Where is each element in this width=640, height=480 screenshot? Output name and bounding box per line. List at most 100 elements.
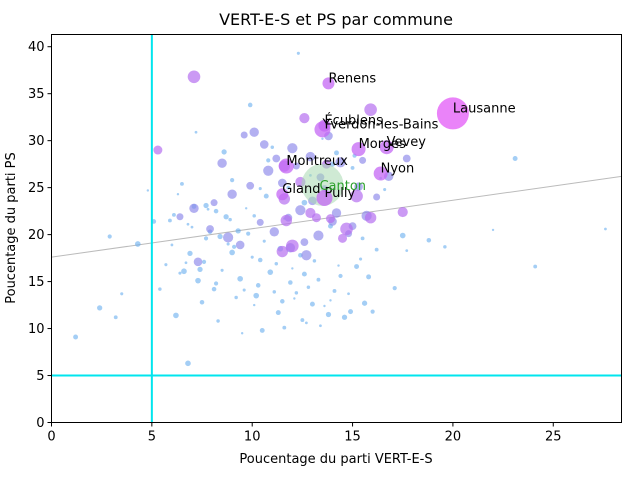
- commune-label: Pully: [324, 186, 355, 201]
- data-point: [359, 257, 363, 261]
- data-point: [237, 275, 243, 282]
- data-point: [259, 140, 269, 149]
- commune-label: Renens: [328, 71, 376, 86]
- data-point: [181, 268, 187, 275]
- commune-label: Gland: [282, 182, 320, 197]
- data-point: [293, 297, 296, 300]
- data-point: [312, 259, 317, 263]
- data-point: [158, 287, 162, 291]
- data-point: [443, 245, 447, 249]
- data-point: [402, 154, 411, 163]
- data-point: [316, 277, 321, 282]
- x-tick-label: 20: [445, 430, 462, 445]
- commune-label: Montreux: [286, 154, 348, 169]
- data-point: [323, 304, 326, 308]
- data-point: [292, 162, 300, 170]
- reference-lines-layer: [51, 34, 622, 423]
- data-point: [256, 218, 264, 226]
- data-point: [274, 261, 279, 266]
- plot-background: [51, 34, 622, 423]
- data-point: [295, 205, 306, 216]
- data-point: [170, 243, 174, 247]
- data-point: [199, 299, 205, 305]
- data-point: [321, 137, 324, 140]
- data-point: [332, 289, 337, 293]
- data-point: [305, 151, 316, 162]
- data-point: [229, 249, 235, 256]
- data-point: [213, 208, 219, 214]
- canton-label: Canton: [319, 179, 366, 194]
- data-point: [300, 318, 305, 323]
- data-point: [329, 299, 332, 302]
- y-tick-label: 10: [28, 322, 45, 337]
- data-point: [146, 189, 150, 192]
- commune-label: Nyon: [381, 162, 415, 177]
- data-point: [313, 230, 324, 241]
- data-point: [176, 213, 184, 221]
- data-point: [240, 332, 244, 335]
- data-point: [193, 257, 203, 267]
- y-tick-label: 0: [36, 416, 44, 431]
- data-point: [350, 165, 355, 170]
- data-point: [259, 327, 265, 333]
- data-point: [195, 277, 201, 284]
- data-point: [278, 178, 287, 188]
- labeled-point: [316, 189, 333, 206]
- data-point: [262, 239, 266, 243]
- data-point: [359, 156, 367, 164]
- data-point: [354, 264, 360, 270]
- data-point: [253, 292, 260, 299]
- data-point: [186, 222, 190, 226]
- data-point: [373, 193, 381, 201]
- y-tick-label: 30: [28, 134, 45, 149]
- data-point: [167, 218, 172, 223]
- data-point: [533, 264, 538, 269]
- y-tick-label: 35: [28, 87, 45, 102]
- data-point: [73, 334, 79, 340]
- data-point: [226, 242, 230, 246]
- x-tick-label: 10: [244, 430, 261, 445]
- data-point: [280, 214, 293, 227]
- data-point: [294, 291, 299, 295]
- labeled-point: [322, 77, 335, 90]
- data-point: [348, 309, 354, 315]
- data-point: [306, 285, 311, 289]
- data-point: [172, 212, 176, 217]
- data-point: [107, 234, 112, 239]
- data-point: [246, 181, 255, 190]
- data-point: [255, 283, 261, 288]
- y-tick-label: 20: [28, 228, 45, 243]
- data-point: [223, 214, 229, 220]
- data-point: [173, 312, 179, 319]
- data-point: [309, 301, 315, 307]
- data-point: [276, 245, 289, 258]
- data-point: [221, 149, 227, 155]
- data-point: [235, 240, 245, 250]
- data-point: [178, 271, 182, 275]
- data-point: [223, 232, 234, 243]
- data-point: [491, 228, 495, 232]
- data-point: [340, 222, 353, 236]
- data-point: [305, 321, 308, 325]
- data-point: [296, 51, 300, 55]
- data-point: [230, 178, 235, 183]
- data-point: [360, 236, 365, 241]
- data-point: [267, 269, 274, 276]
- data-point: [266, 158, 271, 163]
- y-tick-label: 5: [36, 369, 44, 384]
- x-tick-label: 0: [47, 430, 55, 445]
- data-point: [257, 257, 263, 263]
- data-point: [300, 238, 309, 247]
- data-point: [325, 214, 335, 224]
- data-point: [232, 244, 237, 249]
- data-point: [272, 290, 277, 294]
- data-point: [203, 236, 209, 241]
- data-point: [164, 263, 168, 267]
- data-point: [354, 182, 363, 191]
- canton-point: [301, 163, 344, 206]
- plot-frame: [51, 34, 622, 423]
- commune-label: Lausanne: [453, 101, 516, 116]
- commune-label: Morges: [359, 137, 407, 152]
- data-point: [258, 187, 262, 191]
- data-point: [370, 309, 375, 314]
